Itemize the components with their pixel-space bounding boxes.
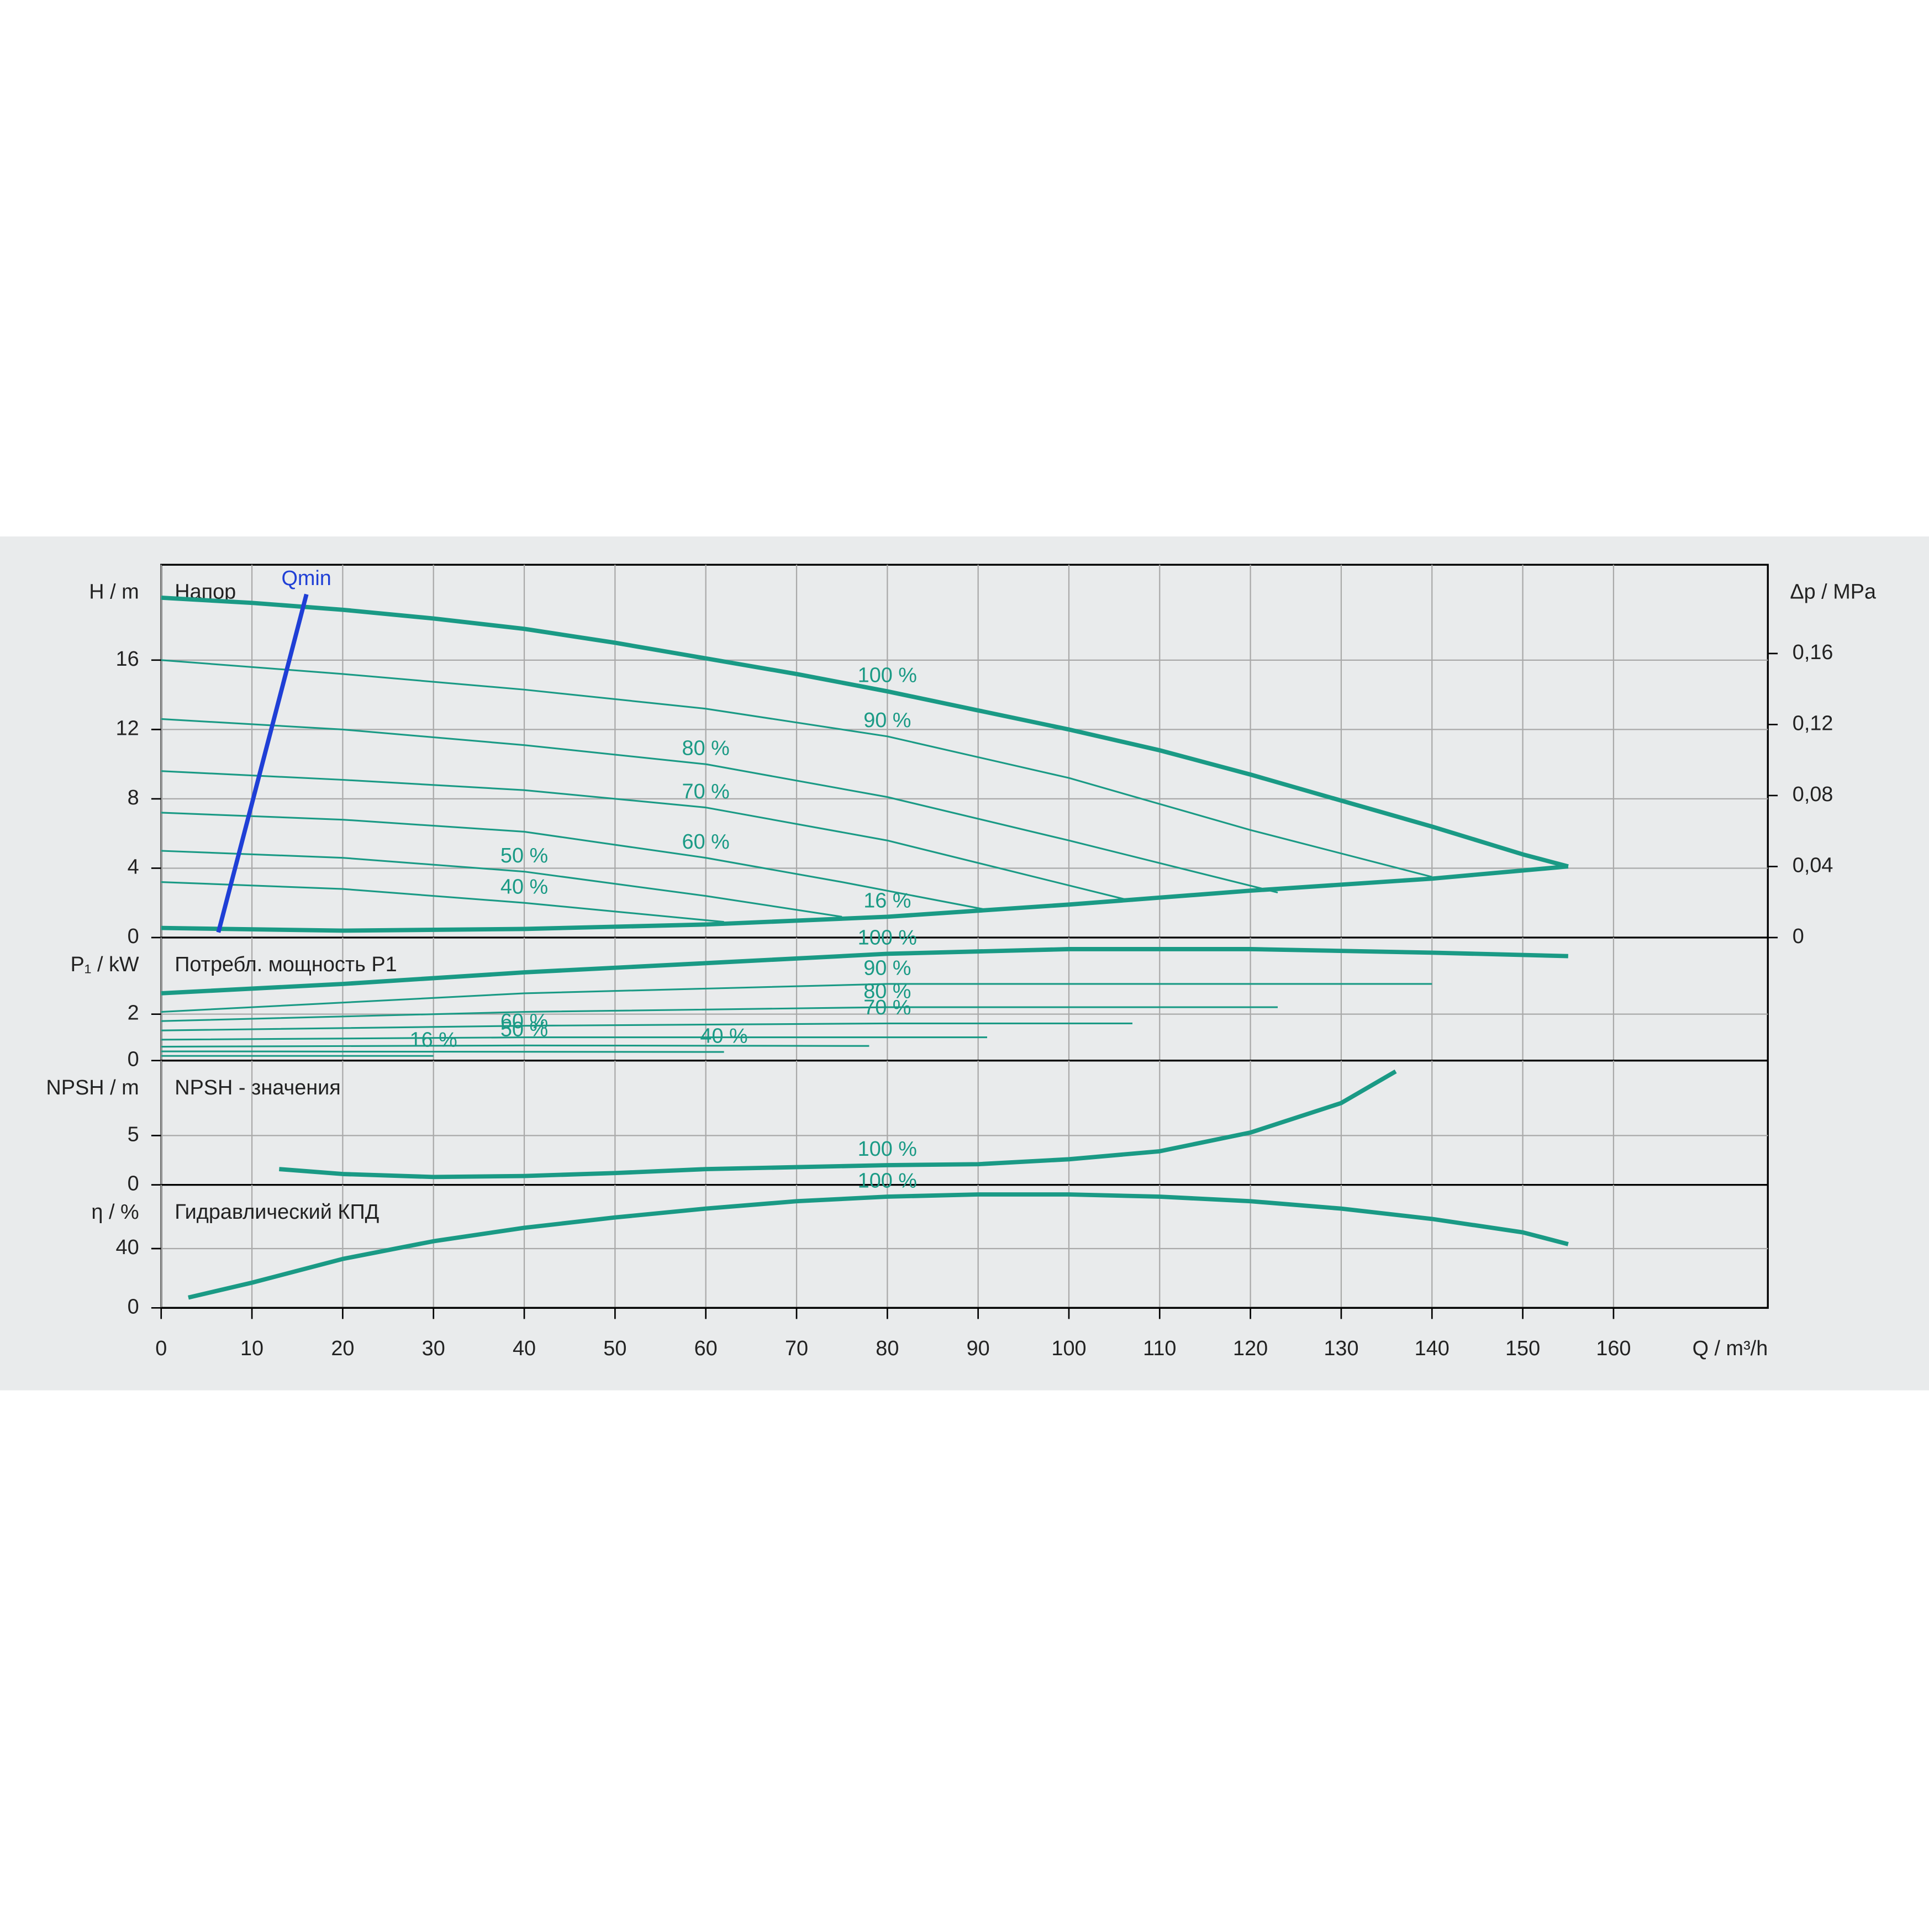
y-tick-label: 12 [116,717,139,740]
series-label: 40 % [700,1024,747,1047]
y2-axis-label: Δp / MPa [1790,580,1877,603]
series-line [161,659,1432,878]
y-tick-label: 5 [128,1123,139,1146]
x-tick-label: 140 [1415,1337,1450,1360]
y-axis-label: H / m [89,580,139,603]
series-line [161,1050,724,1053]
y-axis-label: NPSH / m [46,1076,139,1099]
series-label: 100 % [858,926,917,950]
series-label: 50 % [500,1018,548,1041]
x-tick-label: 70 [785,1337,808,1360]
series-line [188,1192,1569,1300]
series-line [161,947,1568,996]
y2-tick-label: 0 [1793,925,1804,948]
series-line [161,1044,869,1048]
series-line [216,593,309,933]
panel-title: Потребл. мощность P1 [175,953,397,976]
x-tick-label: 110 [1143,1337,1176,1360]
series-line [161,718,1278,894]
y-axis-label: P₁ / kW [70,953,139,976]
panel-title: Гидравлический КПД [175,1201,379,1224]
series-label: 90 % [863,709,911,732]
y2-tick-label: 0,16 [1793,641,1833,664]
x-tick-label: 100 [1051,1337,1086,1360]
y-tick-label: 0 [128,1172,139,1196]
series-label: 80 % [863,980,911,1003]
y-tick-label: 8 [128,786,139,809]
y2-tick-label: 0,12 [1793,712,1833,735]
series-label: 90 % [863,956,911,980]
series-label: Qmin [281,567,331,590]
y2-tick-label: 0,08 [1793,783,1833,806]
series-label: 60 % [682,830,730,854]
x-tick-label: 150 [1505,1337,1540,1360]
series-line [161,770,1133,902]
x-tick-label: 160 [1596,1337,1631,1360]
series-label: 80 % [682,736,730,760]
series-line [161,1036,987,1041]
y-tick-label: 0 [128,925,139,948]
series-label: 16 % [863,889,911,913]
series-label: 16 % [410,1029,457,1052]
x-tick-label: 50 [603,1337,626,1360]
series-label: 100 % [858,1169,917,1192]
series-label: 70 % [682,780,730,803]
series-line [161,881,724,923]
panel-title: NPSH - значения [175,1076,341,1099]
x-tick-label: 90 [967,1337,990,1360]
series-line [161,596,1569,869]
y-tick-label: 16 [116,647,139,671]
x-tick-label: 30 [422,1337,445,1360]
x-tick-label: 20 [331,1337,354,1360]
x-axis-label: Q / m³/h [1693,1337,1768,1360]
series-label: 50 % [500,844,548,867]
x-tick-label: 130 [1324,1337,1358,1360]
series-line [161,850,842,918]
y-tick-label: 2 [128,1002,139,1025]
series-label: 70 % [863,996,911,1019]
series-line [279,1069,1397,1180]
y-tick-label: 4 [128,855,139,878]
y-axis-label: η / % [91,1201,139,1224]
x-tick-label: 60 [694,1337,718,1360]
series-label: 100 % [858,1138,917,1161]
x-tick-label: 0 [155,1337,167,1360]
y-tick-label: 0 [128,1295,139,1318]
x-tick-label: 40 [513,1337,536,1360]
series-label: 40 % [500,876,548,899]
y-tick-label: 40 [116,1236,139,1259]
series-line [161,864,1569,933]
y-tick-label: 0 [128,1048,139,1071]
series-label: 60 % [500,1010,548,1033]
x-tick-label: 80 [876,1337,899,1360]
x-tick-label: 10 [240,1337,263,1360]
series-line [161,1006,1278,1022]
series-label: 100 % [858,664,917,687]
y2-tick-label: 0,04 [1793,854,1833,877]
series-line [161,812,988,911]
x-tick-label: 120 [1233,1337,1268,1360]
series-line [161,983,1432,1013]
series-line [161,1022,1132,1031]
